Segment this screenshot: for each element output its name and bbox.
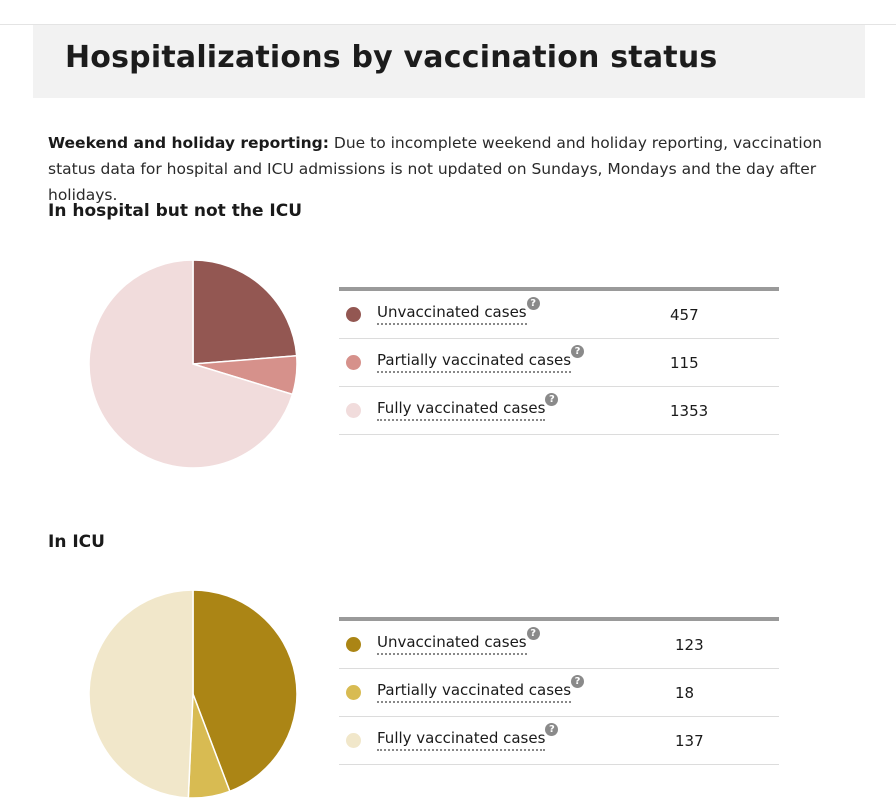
help-icon[interactable]: ? <box>571 675 585 688</box>
unvaccinated-label[interactable]: Unvaccinated cases? <box>377 627 540 655</box>
notice-label: Weekend and holiday reporting: <box>48 134 329 152</box>
unvaccinated-swatch <box>346 637 361 652</box>
legend-row-fully-vaccinated: Fully vaccinated cases? 1353 <box>339 387 779 435</box>
partially-vaccinated-swatch <box>346 685 361 700</box>
legend-row-fully-vaccinated: Fully vaccinated cases? 137 <box>339 717 779 765</box>
icu-section-title: In ICU <box>48 532 105 552</box>
hospital-legend-table: Unvaccinated cases? 457 Partially vaccin… <box>339 287 779 435</box>
pie-slice-fully-vaccinated-cases[interactable] <box>88 589 194 799</box>
help-icon[interactable]: ? <box>571 345 585 358</box>
fully-vaccinated-label[interactable]: Fully vaccinated cases? <box>377 723 559 751</box>
unvaccinated-value: 123 <box>675 636 704 654</box>
partially-vaccinated-swatch <box>346 355 361 370</box>
fully-vaccinated-swatch <box>346 403 361 418</box>
page-header: Hospitalizations by vaccination status <box>33 25 865 98</box>
reporting-notice: Weekend and holiday reporting: Due to in… <box>48 130 848 208</box>
legend-row-partially-vaccinated: Partially vaccinated cases? 115 <box>339 339 779 387</box>
page-title: Hospitalizations by vaccination status <box>65 40 718 75</box>
pie-slice-unvaccinated-cases[interactable] <box>192 589 298 793</box>
help-icon[interactable]: ? <box>526 297 540 310</box>
hospital-section-title: In hospital but not the ICU <box>48 201 303 221</box>
fully-vaccinated-label[interactable]: Fully vaccinated cases? <box>377 393 559 421</box>
unvaccinated-swatch <box>346 307 361 322</box>
top-divider <box>0 24 896 25</box>
pie-slice-unvaccinated-cases[interactable] <box>192 259 298 365</box>
hospital-pie-chart <box>88 259 298 469</box>
help-icon[interactable]: ? <box>545 723 559 736</box>
legend-row-partially-vaccinated: Partially vaccinated cases? 18 <box>339 669 779 717</box>
partially-vaccinated-value: 18 <box>675 684 695 702</box>
legend-row-unvaccinated: Unvaccinated cases? 123 <box>339 621 779 669</box>
partially-vaccinated-label[interactable]: Partially vaccinated cases? <box>377 345 585 373</box>
unvaccinated-value: 457 <box>670 306 699 324</box>
pie-slice-fully-vaccinated-cases[interactable] <box>88 259 294 469</box>
help-icon[interactable]: ? <box>526 627 540 640</box>
icu-pie-chart <box>88 589 298 799</box>
legend-row-unvaccinated: Unvaccinated cases? 457 <box>339 291 779 339</box>
help-icon[interactable]: ? <box>545 393 559 406</box>
unvaccinated-label[interactable]: Unvaccinated cases? <box>377 297 540 325</box>
partially-vaccinated-value: 115 <box>670 354 699 372</box>
notice-text: Due to incomplete weekend and holiday re… <box>48 134 823 204</box>
icu-legend-table: Unvaccinated cases? 123 Partially vaccin… <box>339 617 779 765</box>
fully-vaccinated-swatch <box>346 733 361 748</box>
fully-vaccinated-value: 137 <box>675 732 704 750</box>
fully-vaccinated-value: 1353 <box>670 402 709 420</box>
partially-vaccinated-label[interactable]: Partially vaccinated cases? <box>377 675 585 703</box>
